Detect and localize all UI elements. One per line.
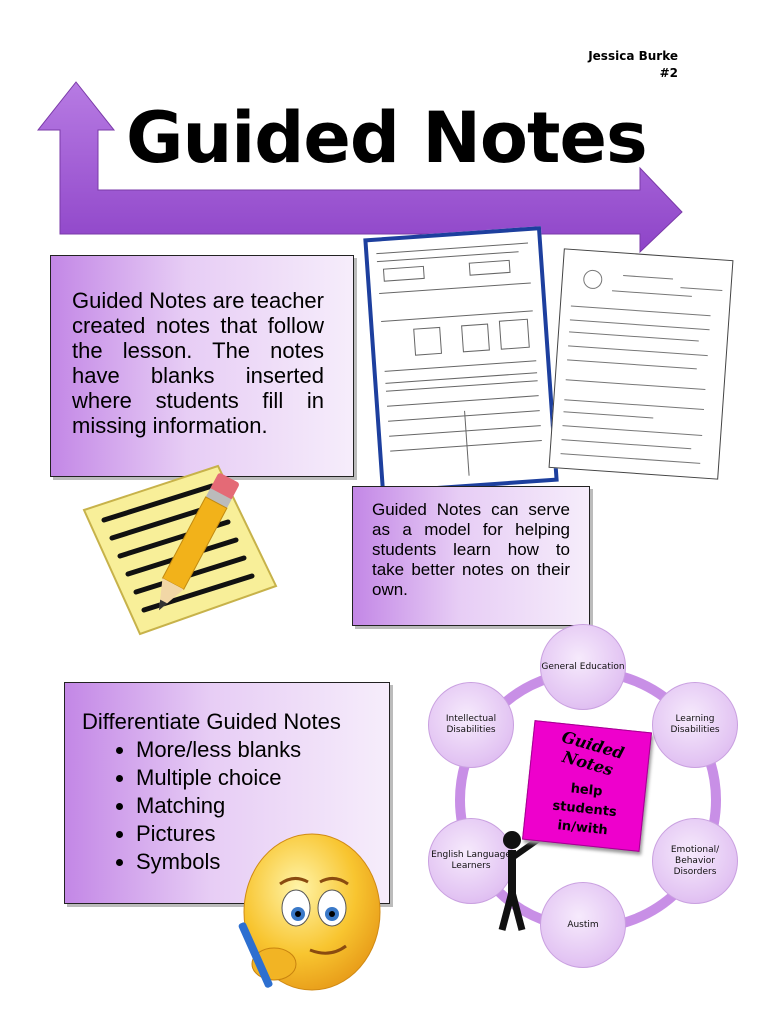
model-text: Guided Notes can serve as a model for he…	[372, 500, 570, 599]
author-block: Jessica Burke #2	[560, 48, 678, 82]
cycle-node: English Language Learners	[428, 818, 514, 904]
arrow-graphic	[36, 81, 683, 254]
cycle-node: Emotional/ Behavior Disorders	[652, 818, 738, 904]
differentiate-title: Differentiate Guided Notes	[82, 709, 341, 734]
worksheet-image	[548, 248, 734, 480]
cycle-node: Austim	[540, 882, 626, 968]
guided-notes-note: Guided Notes help students in/with	[522, 720, 652, 852]
stick-figure-icon	[498, 831, 548, 931]
list-item: Matching	[136, 792, 372, 820]
model-box	[352, 486, 590, 626]
cycle-node: Intellectual Disabilities	[428, 682, 514, 768]
page-title: Guided Notes	[126, 97, 648, 179]
list-item: More/less blanks	[136, 736, 372, 764]
list-item: Pictures	[136, 820, 372, 848]
differentiate-list: More/less blanks Multiple choice Matchin…	[82, 736, 372, 876]
cycle-node: General Education	[540, 624, 626, 710]
definition-text: Guided Notes are teacher created notes t…	[72, 288, 324, 438]
smiley-writing-icon	[238, 833, 381, 991]
worksheet-image	[363, 226, 559, 494]
differentiate-content: Differentiate Guided Notes More/less bla…	[82, 708, 372, 876]
list-item: Multiple choice	[136, 764, 372, 792]
author-number: #2	[659, 66, 678, 80]
notepad-pencil-icon	[82, 464, 278, 636]
cycle-node: Learning Disabilities	[652, 682, 738, 768]
author-name: Jessica Burke	[588, 49, 678, 63]
definition-box	[50, 255, 354, 477]
list-item: Symbols	[136, 848, 372, 876]
